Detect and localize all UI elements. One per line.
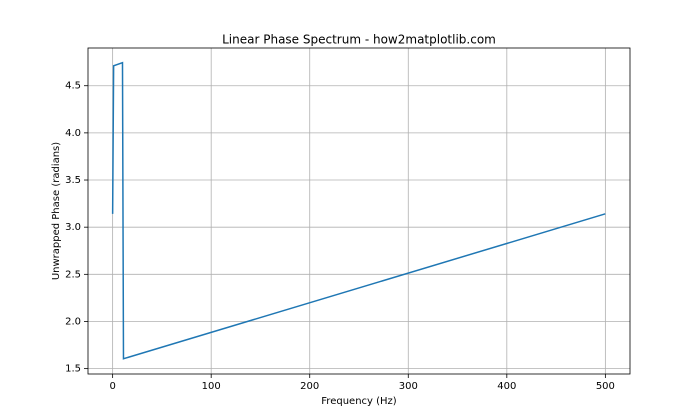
y-axis-label: Unwrapped Phase (radians) — [51, 142, 62, 280]
x-axis-label: Frequency (Hz) — [321, 396, 397, 407]
y-tick-label: 2.5 — [65, 269, 81, 280]
y-tick-label: 1.5 — [65, 364, 81, 375]
chart-title: Linear Phase Spectrum - how2matplotlib.c… — [222, 33, 496, 47]
y-tick-label: 3.5 — [65, 175, 81, 186]
y-tick-label: 4.5 — [65, 81, 81, 92]
x-tick-label: 500 — [596, 381, 615, 392]
y-tick-label: 4.0 — [65, 128, 81, 139]
y-tick-label: 2.0 — [65, 316, 81, 327]
x-tick-label: 100 — [202, 381, 221, 392]
x-tick-label: 300 — [399, 381, 418, 392]
plot-frame — [87, 47, 631, 375]
x-tick-label: 400 — [497, 381, 516, 392]
x-tick-label: 200 — [300, 381, 319, 392]
x-tick-label: 0 — [109, 381, 115, 392]
data-line — [111, 61, 606, 360]
y-tick-label: 3.0 — [65, 222, 81, 233]
